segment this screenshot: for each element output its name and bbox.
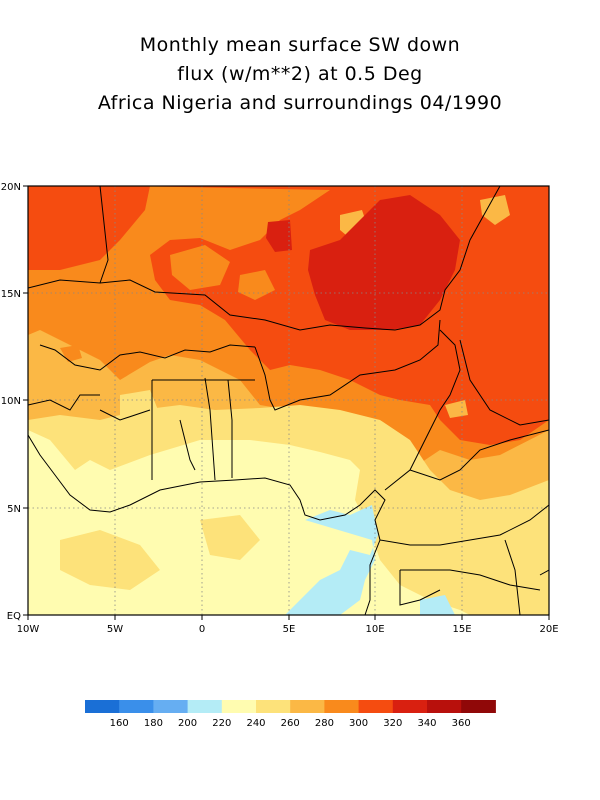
- legend-label: 240: [246, 718, 265, 729]
- title-line-3: Africa Nigeria and surroundings 04/1990: [97, 92, 503, 114]
- legend-label: 160: [110, 718, 129, 729]
- legend-label: 260: [281, 718, 300, 729]
- x-tick-label: 0: [199, 624, 205, 635]
- title-line-2: flux (w/m**2) at 0.5 Deg: [177, 63, 423, 85]
- grid: [28, 186, 549, 615]
- legend-label: 180: [144, 718, 163, 729]
- band-200-220: [285, 505, 378, 615]
- x-tick-label: 10W: [17, 624, 40, 635]
- legend-swatch: [358, 700, 394, 713]
- legend-swatch: [256, 700, 291, 713]
- legend-swatch: [461, 700, 496, 713]
- legend-label: 360: [452, 718, 471, 729]
- x-tick-label: 15E: [452, 624, 471, 635]
- y-tick-label: 5N: [7, 504, 21, 515]
- title-line-1: Monthly mean surface SW down: [139, 34, 461, 56]
- legend-label: 280: [315, 718, 334, 729]
- band-340-360: [308, 195, 460, 330]
- legend-label: 300: [349, 718, 368, 729]
- x-tick-label: 5E: [283, 624, 296, 635]
- legend-swatch: [324, 700, 360, 713]
- y-tick-label: 15N: [1, 289, 21, 300]
- y-tick-label: EQ: [7, 611, 21, 622]
- legend-swatch: [427, 700, 462, 713]
- legend-swatch: [85, 700, 120, 713]
- legend-label: 320: [383, 718, 402, 729]
- legend-label: 340: [417, 718, 436, 729]
- y-tick-label: 10N: [1, 396, 21, 407]
- legend-swatch: [153, 700, 189, 713]
- legend-swatch: [290, 700, 325, 713]
- legend-label: 220: [212, 718, 231, 729]
- x-tick-label: 20E: [539, 624, 558, 635]
- y-tick-label: 20N: [1, 182, 21, 193]
- coastlines-borders: [28, 186, 549, 615]
- legend-swatch: [221, 700, 257, 713]
- x-tick-label: 5W: [107, 624, 123, 635]
- x-tick-label: 10E: [365, 624, 384, 635]
- legend-swatch: [187, 700, 223, 713]
- legend-swatch: [392, 700, 428, 713]
- flux-field: [28, 186, 549, 615]
- legend-swatch: [119, 700, 154, 713]
- legend-label: 200: [178, 718, 197, 729]
- band-320-340: [28, 186, 150, 270]
